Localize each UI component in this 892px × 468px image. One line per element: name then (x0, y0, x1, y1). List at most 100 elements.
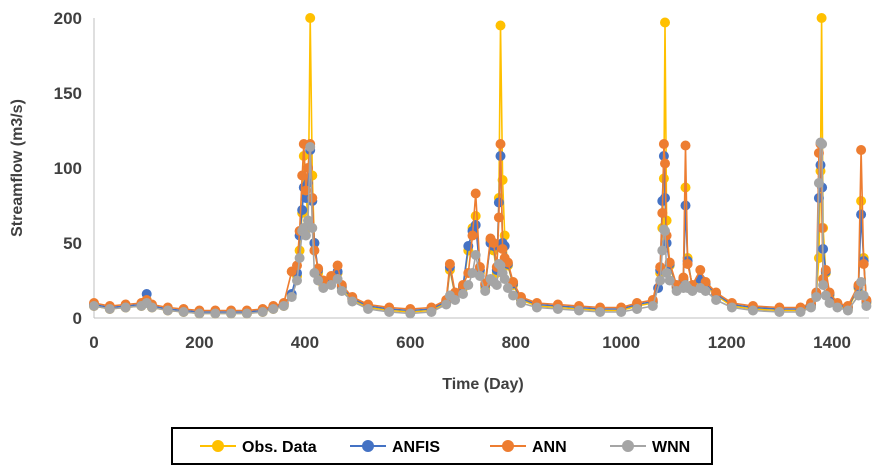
data-point-wnn (811, 292, 822, 302)
data-point-wnn (470, 250, 481, 260)
data-point-wnn (502, 283, 513, 293)
legend-swatch-marker-ann (502, 440, 514, 452)
data-point-anfis (297, 205, 308, 215)
series-line-anfis (93, 149, 868, 313)
data-point-wnn (441, 299, 452, 310)
series-wnn (89, 137, 872, 319)
legend-swatch-marker-wnn (622, 440, 634, 452)
data-point-wnn (313, 275, 324, 286)
data-point-wnn (162, 305, 173, 316)
data-point-ann (658, 139, 669, 149)
data-point-ann (495, 139, 506, 149)
data-point-wnn (842, 305, 853, 316)
data-point-wnn (363, 304, 374, 314)
data-point-wnn (574, 305, 584, 316)
data-point-wnn (516, 298, 526, 308)
data-point-wnn (309, 268, 320, 278)
series-anfis (89, 145, 872, 317)
data-point-wnn (832, 302, 843, 313)
data-point-ann (856, 145, 867, 155)
data-point-wnn (480, 286, 491, 296)
data-point-ann (444, 259, 455, 269)
data-point-anfis (661, 238, 672, 248)
data-point-wnn (700, 286, 711, 296)
data-point-wnn (531, 302, 542, 313)
x-tick-label: 600 (396, 333, 424, 352)
x-axis-ticks: 0 200 400 600 800 1000 1200 1400 (89, 333, 851, 352)
data-point-wnn (824, 298, 835, 308)
data-point-anfis (680, 200, 691, 211)
data-point-wnn (298, 223, 309, 233)
data-point-ann (680, 140, 691, 151)
data-point-wnn (632, 304, 642, 314)
data-point-wnn (813, 178, 824, 188)
data-point-obs-data (816, 13, 827, 23)
x-tick-label: 1000 (602, 333, 640, 352)
data-point-wnn (664, 275, 675, 286)
data-point-obs-data (660, 17, 670, 28)
data-point-wnn (318, 283, 329, 293)
series-line-ann (93, 143, 868, 312)
data-point-wnn (241, 308, 252, 319)
x-tick-label: 400 (291, 333, 319, 352)
series-ann (89, 139, 872, 316)
data-point-wnn (552, 304, 563, 314)
data-point-ann (488, 238, 499, 248)
data-point-ann (655, 262, 666, 272)
data-point-wnn (858, 290, 869, 301)
data-point-wnn (384, 307, 395, 317)
data-point-anfis (470, 220, 481, 230)
data-point-wnn (474, 271, 485, 281)
data-point-wnn (748, 305, 758, 316)
data-point-wnn (820, 290, 831, 301)
series-layer (89, 13, 872, 319)
x-tick-label: 0 (89, 333, 98, 352)
y-tick-label: 0 (73, 309, 82, 328)
data-point-wnn (499, 274, 510, 284)
data-point-wnn (300, 230, 311, 241)
data-point-wnn (595, 307, 606, 317)
data-point-wnn (616, 307, 627, 317)
data-point-wnn (711, 295, 722, 305)
data-point-wnn (104, 304, 115, 314)
data-point-wnn (647, 301, 658, 311)
data-point-wnn (332, 274, 343, 284)
data-point-ann (660, 158, 670, 169)
x-tick-label: 200 (185, 333, 213, 352)
x-tick-label: 800 (502, 333, 530, 352)
legend-label-ann: ANN (532, 439, 567, 456)
data-point-wnn (426, 307, 437, 317)
data-point-ann (467, 230, 478, 241)
legend-label-obs-data: Obs. Data (242, 439, 317, 456)
data-point-wnn (120, 302, 131, 313)
y-tick-label: 200 (54, 9, 82, 28)
y-tick-label: 50 (63, 234, 82, 253)
data-point-wnn (458, 289, 468, 299)
legend-swatch-marker-obs-data (212, 440, 224, 452)
data-point-wnn (657, 245, 668, 256)
x-axis-title: Time (Day) (442, 376, 524, 393)
data-point-wnn (795, 307, 806, 317)
data-point-wnn (450, 295, 461, 305)
data-point-wnn (655, 275, 666, 286)
legend-swatch-marker-anfis (362, 440, 374, 452)
legend-items: Obs. Data ANFIS ANN WNN (200, 439, 690, 456)
x-tick-label: 1400 (813, 333, 851, 352)
data-point-wnn (286, 292, 297, 302)
data-point-wnn (491, 280, 502, 290)
data-point-wnn (818, 280, 829, 290)
data-point-ann (497, 244, 508, 254)
data-point-ann (493, 212, 504, 223)
data-point-wnn (687, 286, 698, 296)
data-point-wnn (89, 301, 99, 311)
data-point-wnn (278, 301, 289, 311)
y-axis-ticks: 0 50 100 150 200 (54, 9, 82, 328)
x-tick-label: 1200 (708, 333, 746, 352)
data-point-wnn (661, 268, 672, 278)
data-point-wnn (194, 308, 205, 319)
data-point-wnn (268, 304, 279, 314)
data-point-wnn (303, 215, 313, 226)
y-tick-label: 100 (54, 159, 82, 178)
data-point-ann (858, 259, 869, 269)
data-point-wnn (861, 301, 872, 311)
